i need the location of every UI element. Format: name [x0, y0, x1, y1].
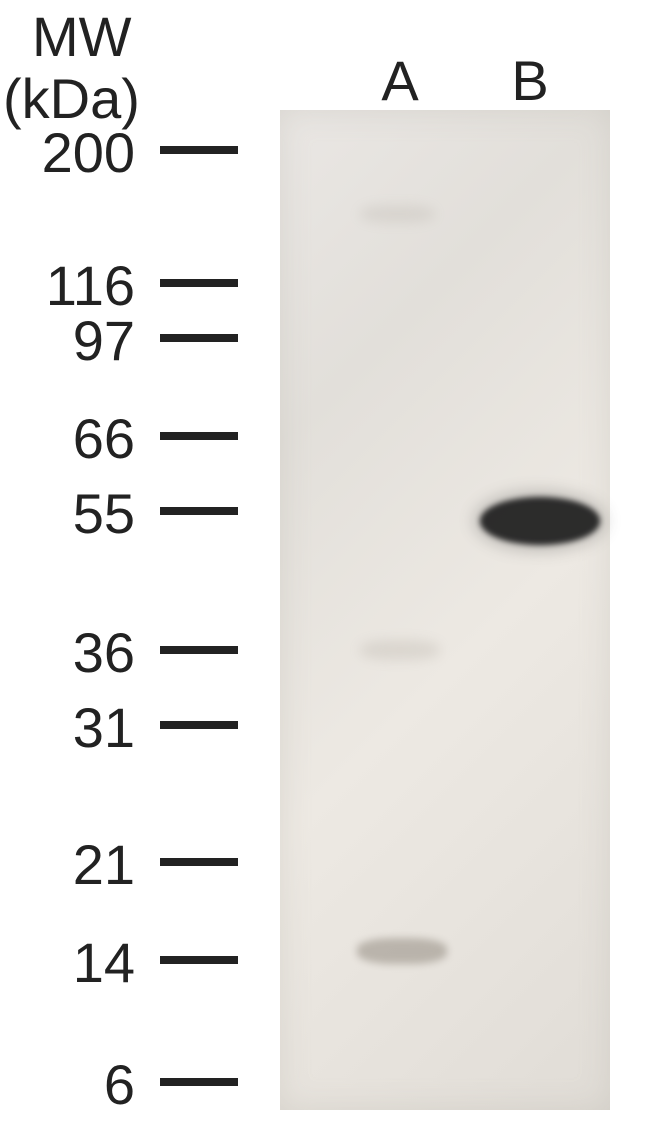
tick-mark-55: [160, 507, 238, 515]
tick-label-36: 36: [0, 620, 135, 685]
tick-mark-14: [160, 956, 238, 964]
tick-label-97: 97: [0, 308, 135, 373]
tick-label-14: 14: [0, 930, 135, 995]
faint-band-a-top: [360, 205, 435, 223]
tick-label-66: 66: [0, 406, 135, 471]
tick-21-val: 21: [73, 833, 135, 896]
tick-mark-36: [160, 646, 238, 654]
tick-mark-31: [160, 721, 238, 729]
lane-label-a: A: [370, 48, 430, 113]
lane-a-text: A: [381, 49, 418, 112]
mw-axis-label-line1: MW: [32, 4, 132, 69]
tick-mark-66: [160, 432, 238, 440]
lane-b-text: B: [511, 49, 548, 112]
tick-label-6: 6: [0, 1052, 135, 1117]
tick-label-200: 200: [0, 120, 135, 185]
tick-mark-97: [160, 334, 238, 342]
tick-55-val: 55: [73, 482, 135, 545]
mw-label-text: MW: [32, 5, 132, 68]
tick-mark-200: [160, 146, 238, 154]
tick-66-val: 66: [73, 407, 135, 470]
lane-label-b: B: [500, 48, 560, 113]
tick-label-55: 55: [0, 481, 135, 546]
tick-6-val: 6: [104, 1053, 135, 1116]
tick-mark-21: [160, 858, 238, 866]
faint-band-a-36: [360, 640, 440, 660]
tick-36-val: 36: [73, 621, 135, 684]
tick-mark-6: [160, 1078, 238, 1086]
tick-14-val: 14: [73, 931, 135, 994]
tick-label-31: 31: [0, 695, 135, 760]
main-band-lane-b-halo: [474, 491, 606, 551]
tick-97-val: 97: [73, 309, 135, 372]
blot-membrane: [280, 110, 610, 1110]
tick-200-val: 200: [42, 121, 135, 184]
tick-label-21: 21: [0, 832, 135, 897]
tick-31-val: 31: [73, 696, 135, 759]
faint-band-a-14: [357, 938, 447, 964]
tick-mark-116: [160, 279, 238, 287]
